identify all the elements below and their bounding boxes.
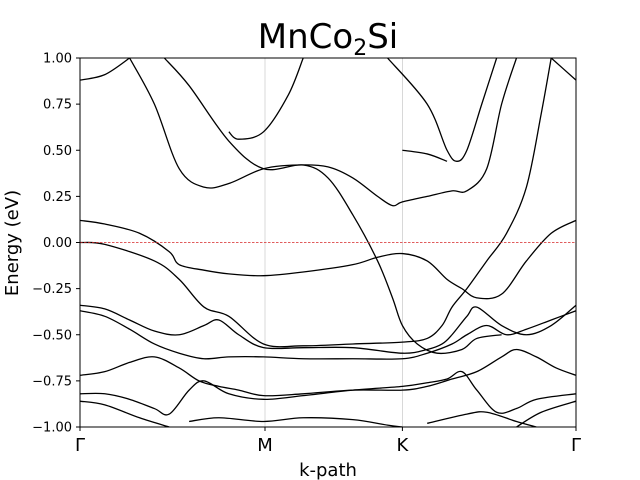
y-tick-label: 0.50	[43, 144, 72, 159]
chart-title: MnCo2Si	[258, 17, 398, 61]
y-tick-label: −0.25	[32, 282, 72, 297]
y-axis-label: Energy (eV)	[2, 190, 23, 296]
band-line-3	[129, 58, 518, 207]
band-line-8	[80, 348, 576, 397]
band-line-16	[402, 149, 448, 162]
band-lines	[80, 58, 576, 427]
band-line-11	[189, 417, 403, 427]
y-tick-label: −0.50	[32, 328, 72, 343]
y-tick-label: 0.00	[43, 236, 72, 251]
band-line-10	[80, 400, 170, 427]
x-tick-label: Γ	[571, 435, 581, 456]
y-tick-label: −1.00	[32, 421, 72, 436]
band-line-1	[80, 58, 130, 81]
x-axis-label: k-path	[299, 460, 357, 480]
band-line-5	[80, 219, 576, 300]
x-tick-label: M	[257, 435, 273, 456]
band-line-2	[163, 58, 502, 355]
y-tick-label: 0.75	[43, 98, 72, 113]
y-tick-label: −0.75	[32, 374, 72, 389]
band-line-4	[80, 58, 552, 348]
band-line-9	[80, 370, 576, 416]
x-tick-label: K	[396, 435, 409, 456]
x-tick-label: Γ	[75, 435, 85, 456]
y-axis: 1.00 0.75 0.50 0.25 0.00 −0.25 −0.50 −0.75 −1.00	[32, 52, 80, 436]
band-line-15	[228, 58, 304, 140]
band-line-6	[80, 304, 576, 354]
band-line-14	[387, 58, 498, 162]
band-line-13	[516, 400, 576, 427]
band-line-17	[550, 58, 576, 81]
y-tick-label: 1.00	[43, 52, 72, 67]
band-line-7	[80, 310, 576, 360]
y-tick-label: 0.25	[43, 190, 72, 205]
band-line-12	[427, 411, 537, 427]
